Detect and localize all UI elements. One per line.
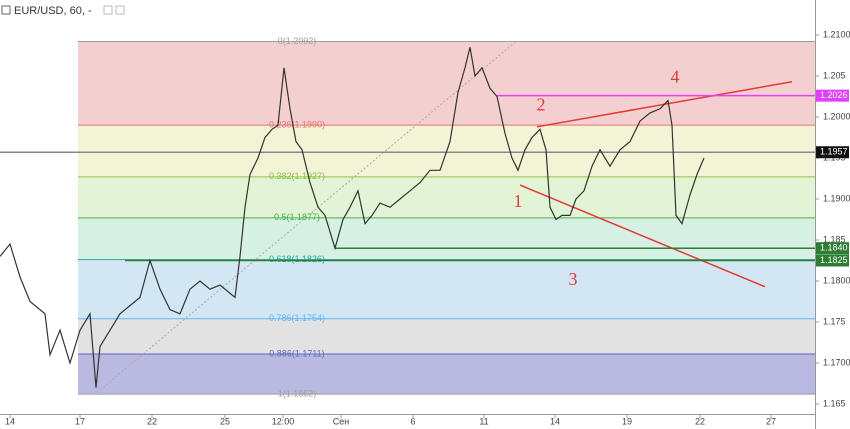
trend-line bbox=[96, 41, 516, 393]
y-tick-label: 1.1800 bbox=[823, 275, 850, 285]
price-box-label: 1.1825 bbox=[820, 255, 848, 265]
x-tick-label: 22 bbox=[147, 416, 157, 426]
fib-zone bbox=[78, 217, 815, 260]
fib-zone bbox=[78, 41, 815, 126]
settings-icon[interactable] bbox=[103, 5, 113, 15]
price-box bbox=[816, 146, 849, 159]
collapse-icon[interactable] bbox=[1, 5, 11, 15]
x-tick-label: 14 bbox=[550, 416, 560, 426]
x-tick-label: 12:00 bbox=[272, 416, 295, 426]
fib-label: 0.618(1.1826) bbox=[269, 254, 325, 264]
fib-zone bbox=[78, 176, 815, 218]
fib-label: 0.382(1.1927) bbox=[269, 171, 325, 181]
trend-line bbox=[519, 184, 766, 288]
wave-label: 2 bbox=[537, 94, 546, 114]
fib-zones: 0(1.2092) 0.236(1.1990) 0.382(1.1927) 0.5(1… bbox=[78, 36, 815, 399]
y-tick-label: 1.1900 bbox=[823, 193, 850, 203]
price-line bbox=[0, 47, 705, 388]
y-tick-label: 1.165 bbox=[823, 398, 846, 408]
x-tick-label: 6 bbox=[410, 416, 415, 426]
x-tick-label: 27 bbox=[766, 416, 776, 426]
fib-label: 0.786(1.1754) bbox=[269, 313, 325, 323]
fib-label: 0(1.2092) bbox=[278, 36, 317, 46]
y-tick-label: 1.175 bbox=[823, 316, 846, 326]
wave-label: 3 bbox=[569, 269, 578, 289]
wave-label: 4 bbox=[671, 67, 680, 87]
wave-label: 1 bbox=[514, 191, 523, 211]
x-tick-label: 11 bbox=[479, 416, 488, 426]
fib-label: 0.886(1.1711) bbox=[269, 348, 324, 358]
price-box bbox=[816, 89, 849, 102]
fib-label: 1(1.1662) bbox=[278, 389, 317, 399]
fib-zone bbox=[78, 259, 815, 319]
close-icon[interactable] bbox=[115, 5, 125, 15]
fib-zone bbox=[78, 353, 815, 395]
y-tick-label: 1.1700 bbox=[823, 357, 850, 367]
x-tick-label: 25 bbox=[220, 416, 230, 426]
fib-zone bbox=[78, 318, 815, 354]
x-tick-label: 19 bbox=[622, 416, 632, 426]
x-tick-label: 22 bbox=[695, 416, 705, 426]
y-tick-label: 1.205 bbox=[823, 70, 846, 80]
plot: 1 2 3 4 bbox=[0, 41, 815, 393]
fib-label: 0.5(1.1877) bbox=[274, 212, 320, 222]
price-box-label: 1.2026 bbox=[820, 90, 848, 100]
x-tick-label: 14 bbox=[5, 416, 15, 426]
y-tick-label: 1.2100 bbox=[823, 29, 850, 39]
y-tick-label: 1.185 bbox=[823, 234, 846, 244]
price-box bbox=[816, 242, 849, 255]
price-box-label: 1.1840 bbox=[820, 243, 848, 253]
x-tick-label: Сен bbox=[333, 416, 350, 426]
symbol-title: EUR/USD, 60, - bbox=[14, 5, 92, 17]
fib-label: 0.236(1.1990) bbox=[269, 120, 325, 130]
y-tick-label: 1.2000 bbox=[823, 111, 850, 121]
x-tick-label: 17 bbox=[75, 416, 85, 426]
price-box-label: 1.1957 bbox=[820, 147, 848, 157]
price-box bbox=[816, 254, 849, 267]
